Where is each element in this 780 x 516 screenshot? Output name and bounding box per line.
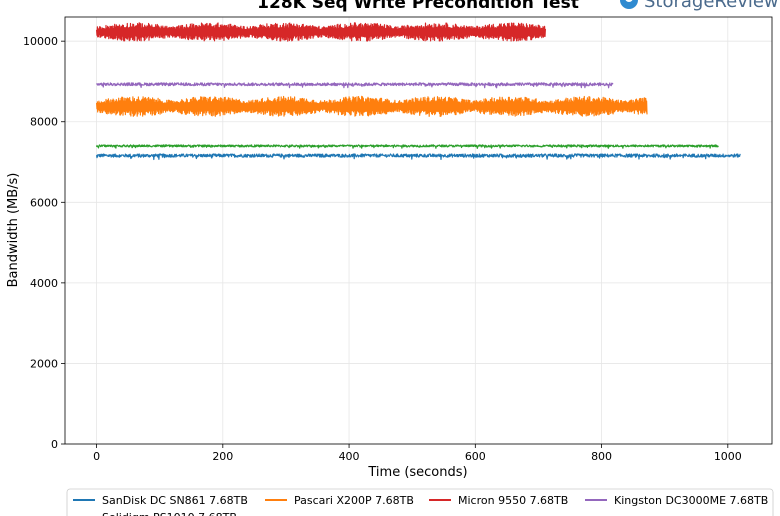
chart-title: 128K Seq Write Precondition Test [257,0,579,13]
y-tick-label: 0 [51,438,58,451]
y-tick-label: 4000 [30,277,58,290]
legend-box [66,488,774,516]
y-tick-label: 6000 [30,196,58,209]
y-tick-label: 10000 [23,35,58,48]
x-tick-label: 200 [212,450,233,463]
legend-label: Micron 9550 7.68TB [458,494,568,507]
series-line-0 [96,153,741,161]
y-tick-label: 8000 [30,116,58,129]
legend: SanDisk DC SN861 7.68TB Pascari X200P 7.6… [66,488,774,516]
x-tick-label: 800 [591,450,612,463]
y-tick-label: 2000 [30,357,58,370]
legend-item: SanDisk DC SN861 7.68TB [73,494,248,507]
brand-logo: StorageReview [620,0,779,12]
x-tick-label: 1000 [714,450,742,463]
legend-label: Kingston DC3000ME 7.68TB [614,494,768,507]
legend-label: Solidigm PS1010 7.68TB [102,511,237,516]
y-axis-label: Bandwidth (MB/s) [6,173,21,288]
x-tick-label: 0 [93,450,100,463]
x-tick-label: 600 [465,450,486,463]
legend-item: Micron 9550 7.68TB [429,494,568,507]
x-axis-label: Time (seconds) [367,465,467,480]
series-layer [96,22,741,161]
legend-item: Kingston DC3000ME 7.68TB [585,494,768,507]
legend-item: Pascari X200P 7.68TB [265,494,414,507]
legend-label: Pascari X200P 7.68TB [294,494,414,507]
x-tick-label: 400 [339,450,360,463]
storagereview-logo-icon [620,0,638,9]
series-line-4 [96,144,719,149]
grid [65,17,772,445]
series-line-1 [96,95,648,118]
brand-name: StorageReview [644,0,779,12]
series-line-3 [96,82,614,89]
series-line-2 [96,22,546,42]
legend-label: SanDisk DC SN861 7.68TB [102,494,248,507]
legend-item: Solidigm PS1010 7.68TB [102,511,237,516]
plot-frame [64,16,773,445]
